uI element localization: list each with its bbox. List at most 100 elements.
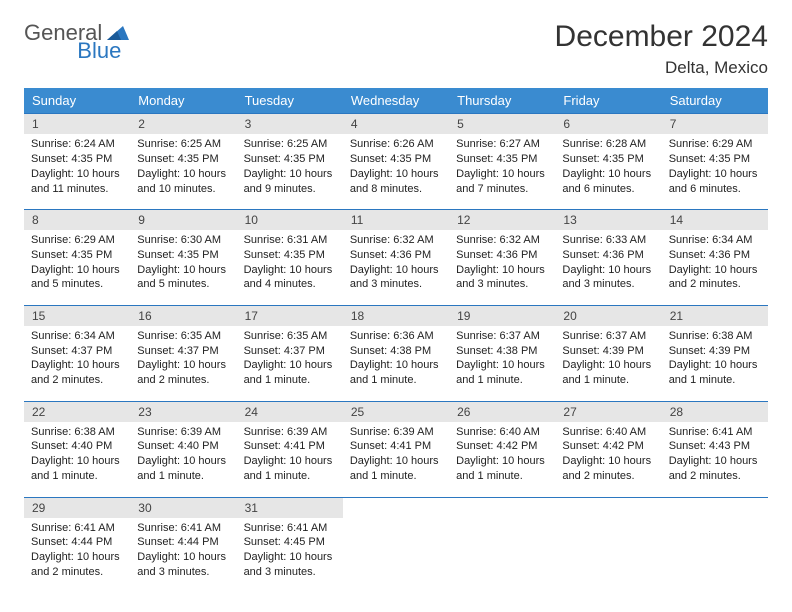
daylight-line: Daylight: 10 hours and 1 minute. [562,358,654,388]
sunrise-line: Sunrise: 6:39 AM [350,425,442,440]
day-number: 9 [130,210,236,230]
sunset-line: Sunset: 4:35 PM [350,152,442,167]
day-number: 11 [343,210,449,230]
sunrise-line: Sunrise: 6:40 AM [562,425,654,440]
day-body: Sunrise: 6:29 AMSunset: 4:35 PMDaylight:… [662,134,768,201]
sunrise-line: Sunrise: 6:34 AM [669,233,761,248]
sunset-line: Sunset: 4:37 PM [31,344,123,359]
day-number: 3 [237,114,343,134]
day-number: 16 [130,306,236,326]
day-number: 20 [555,306,661,326]
daylight-line: Daylight: 10 hours and 2 minutes. [669,263,761,293]
day-body: Sunrise: 6:35 AMSunset: 4:37 PMDaylight:… [130,326,236,393]
sunrise-line: Sunrise: 6:38 AM [31,425,123,440]
daylight-line: Daylight: 10 hours and 1 minute. [244,358,336,388]
sunrise-line: Sunrise: 6:37 AM [456,329,548,344]
day-number: 29 [24,498,130,518]
calendar-day: 24Sunrise: 6:39 AMSunset: 4:41 PMDayligh… [237,401,343,489]
daylight-line: Daylight: 10 hours and 3 minutes. [562,263,654,293]
daylight-line: Daylight: 10 hours and 4 minutes. [244,263,336,293]
sunset-line: Sunset: 4:38 PM [350,344,442,359]
day-number: 5 [449,114,555,134]
calendar-day: 14Sunrise: 6:34 AMSunset: 4:36 PMDayligh… [662,209,768,297]
daylight-line: Daylight: 10 hours and 6 minutes. [669,167,761,197]
sunset-line: Sunset: 4:41 PM [244,439,336,454]
sunset-line: Sunset: 4:43 PM [669,439,761,454]
day-body: Sunrise: 6:41 AMSunset: 4:44 PMDaylight:… [130,518,236,585]
day-body: Sunrise: 6:38 AMSunset: 4:39 PMDaylight:… [662,326,768,393]
calendar-day: 27Sunrise: 6:40 AMSunset: 4:42 PMDayligh… [555,401,661,489]
daylight-line: Daylight: 10 hours and 1 minute. [456,454,548,484]
daylight-line: Daylight: 10 hours and 3 minutes. [456,263,548,293]
sunset-line: Sunset: 4:36 PM [669,248,761,263]
day-number: 18 [343,306,449,326]
logo-text-blue: Blue [77,38,121,64]
sunrise-line: Sunrise: 6:35 AM [244,329,336,344]
day-body: Sunrise: 6:24 AMSunset: 4:35 PMDaylight:… [24,134,130,201]
calendar-day: 12Sunrise: 6:32 AMSunset: 4:36 PMDayligh… [449,209,555,297]
sunrise-line: Sunrise: 6:38 AM [669,329,761,344]
header: General Blue December 2024 Delta, Mexico [24,20,768,78]
day-body: Sunrise: 6:41 AMSunset: 4:45 PMDaylight:… [237,518,343,585]
calendar-day [343,497,449,585]
sunset-line: Sunset: 4:37 PM [137,344,229,359]
sunset-line: Sunset: 4:35 PM [562,152,654,167]
calendar-day: 3Sunrise: 6:25 AMSunset: 4:35 PMDaylight… [237,114,343,202]
sunrise-line: Sunrise: 6:28 AM [562,137,654,152]
sunrise-line: Sunrise: 6:35 AM [137,329,229,344]
sunrise-line: Sunrise: 6:24 AM [31,137,123,152]
calendar-day: 29Sunrise: 6:41 AMSunset: 4:44 PMDayligh… [24,497,130,585]
sunrise-line: Sunrise: 6:37 AM [562,329,654,344]
calendar-day: 2Sunrise: 6:25 AMSunset: 4:35 PMDaylight… [130,114,236,202]
dayhdr-sun: Sunday [24,88,130,114]
calendar-day: 28Sunrise: 6:41 AMSunset: 4:43 PMDayligh… [662,401,768,489]
sunrise-line: Sunrise: 6:25 AM [137,137,229,152]
calendar-day: 10Sunrise: 6:31 AMSunset: 4:35 PMDayligh… [237,209,343,297]
calendar-table: Sunday Monday Tuesday Wednesday Thursday… [24,88,768,585]
calendar-week: 1Sunrise: 6:24 AMSunset: 4:35 PMDaylight… [24,114,768,202]
sunrise-line: Sunrise: 6:25 AM [244,137,336,152]
day-number: 6 [555,114,661,134]
daylight-line: Daylight: 10 hours and 1 minute. [350,454,442,484]
sunrise-line: Sunrise: 6:39 AM [244,425,336,440]
sunrise-line: Sunrise: 6:41 AM [244,521,336,536]
day-body: Sunrise: 6:29 AMSunset: 4:35 PMDaylight:… [24,230,130,297]
day-body: Sunrise: 6:37 AMSunset: 4:39 PMDaylight:… [555,326,661,393]
daylight-line: Daylight: 10 hours and 1 minute. [669,358,761,388]
calendar-day: 8Sunrise: 6:29 AMSunset: 4:35 PMDaylight… [24,209,130,297]
daylight-line: Daylight: 10 hours and 2 minutes. [31,550,123,580]
daylight-line: Daylight: 10 hours and 6 minutes. [562,167,654,197]
day-number: 4 [343,114,449,134]
day-body: Sunrise: 6:39 AMSunset: 4:41 PMDaylight:… [237,422,343,489]
dayhdr-sat: Saturday [662,88,768,114]
daylight-line: Daylight: 10 hours and 1 minute. [350,358,442,388]
daylight-line: Daylight: 10 hours and 1 minute. [137,454,229,484]
sunset-line: Sunset: 4:38 PM [456,344,548,359]
sunset-line: Sunset: 4:42 PM [456,439,548,454]
sunrise-line: Sunrise: 6:41 AM [31,521,123,536]
day-body: Sunrise: 6:27 AMSunset: 4:35 PMDaylight:… [449,134,555,201]
sunset-line: Sunset: 4:40 PM [137,439,229,454]
day-body: Sunrise: 6:30 AMSunset: 4:35 PMDaylight:… [130,230,236,297]
calendar-day [662,497,768,585]
sunrise-line: Sunrise: 6:27 AM [456,137,548,152]
calendar-day: 25Sunrise: 6:39 AMSunset: 4:41 PMDayligh… [343,401,449,489]
calendar-day: 6Sunrise: 6:28 AMSunset: 4:35 PMDaylight… [555,114,661,202]
calendar-week: 15Sunrise: 6:34 AMSunset: 4:37 PMDayligh… [24,305,768,393]
daylight-line: Daylight: 10 hours and 5 minutes. [137,263,229,293]
day-number: 19 [449,306,555,326]
day-body: Sunrise: 6:26 AMSunset: 4:35 PMDaylight:… [343,134,449,201]
daylight-line: Daylight: 10 hours and 3 minutes. [244,550,336,580]
day-body: Sunrise: 6:28 AMSunset: 4:35 PMDaylight:… [555,134,661,201]
sunset-line: Sunset: 4:35 PM [244,248,336,263]
calendar-day [555,497,661,585]
daylight-line: Daylight: 10 hours and 3 minutes. [350,263,442,293]
day-number: 14 [662,210,768,230]
sunset-line: Sunset: 4:45 PM [244,535,336,550]
sunset-line: Sunset: 4:37 PM [244,344,336,359]
day-body: Sunrise: 6:34 AMSunset: 4:36 PMDaylight:… [662,230,768,297]
daylight-line: Daylight: 10 hours and 1 minute. [31,454,123,484]
daylight-line: Daylight: 10 hours and 2 minutes. [137,358,229,388]
day-number: 1 [24,114,130,134]
day-body: Sunrise: 6:34 AMSunset: 4:37 PMDaylight:… [24,326,130,393]
